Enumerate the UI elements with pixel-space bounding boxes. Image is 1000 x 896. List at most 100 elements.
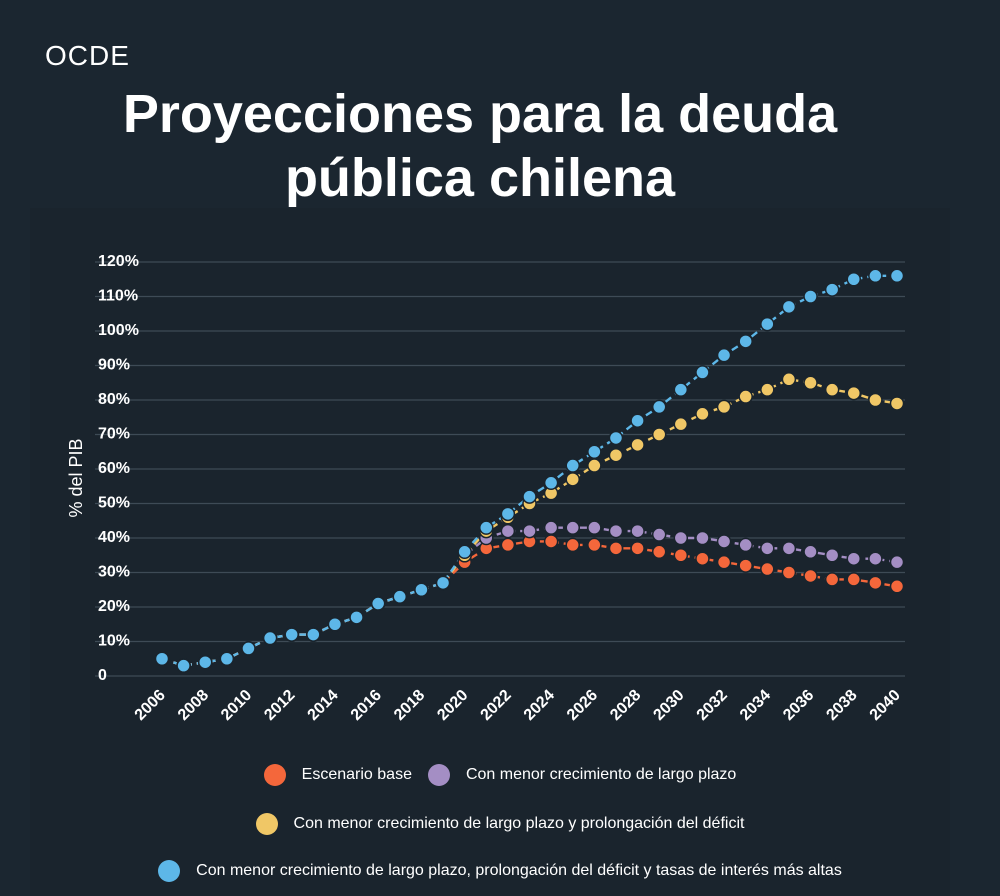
y-tick-label: 90%: [98, 357, 130, 374]
y-axis-label: % del PIB: [66, 438, 86, 517]
legend-dot-tasas: [158, 860, 181, 882]
legend-item-base[interactable]: Escenario base: [263, 764, 412, 786]
data-point-0: [716, 554, 732, 570]
y-tick-label: 0: [98, 667, 107, 684]
data-point-3: [824, 282, 840, 297]
data-point-2: [868, 392, 883, 408]
data-point-0: [803, 568, 818, 584]
x-tick-label: 2020: [434, 687, 471, 724]
x-tick-label: 2024: [521, 687, 558, 724]
legend-row-2: Con menor crecimiento de largo plazo y p…: [0, 813, 1000, 835]
data-point-3: [306, 627, 321, 642]
data-point-0: [760, 561, 775, 577]
data-point-1: [673, 530, 689, 546]
y-tick-label: 60%: [98, 460, 130, 477]
data-point-0: [543, 534, 559, 549]
data-point-2: [889, 396, 905, 411]
y-tick-label: 120%: [98, 253, 139, 270]
x-tick-label: 2032: [694, 687, 731, 724]
data-point-3: [500, 506, 516, 522]
data-point-2: [651, 427, 667, 442]
data-point-0: [781, 565, 797, 580]
page-title: Proyecciones para la deuda pública chile…: [0, 82, 960, 210]
data-point-3: [284, 627, 299, 642]
data-point-1: [651, 527, 667, 542]
data-point-1: [824, 548, 840, 563]
x-tick-label: 2022: [478, 687, 515, 724]
y-tick-label: 110%: [98, 288, 138, 305]
x-tick-label: 2028: [607, 687, 644, 724]
data-point-2: [760, 382, 775, 397]
source-label: OCDE: [45, 40, 130, 71]
y-tick-label: 70%: [98, 426, 130, 443]
data-point-3: [565, 458, 580, 473]
data-point-3: [846, 272, 862, 287]
data-point-2: [565, 472, 580, 487]
data-point-2: [630, 437, 645, 453]
data-point-0: [587, 537, 602, 553]
data-point-1: [803, 544, 818, 560]
data-point-3: [197, 654, 213, 670]
x-tick-label: 2040: [867, 687, 904, 724]
data-point-1: [565, 520, 580, 535]
data-point-1: [630, 523, 645, 539]
data-point-1: [608, 523, 624, 539]
data-point-3: [587, 444, 602, 459]
data-point-2: [587, 458, 602, 473]
data-point-3: [457, 544, 472, 560]
legend-label-menor-crecimiento: Con menor crecimiento de largo plazo: [465, 766, 737, 783]
data-point-1: [522, 523, 537, 539]
data-point-3: [630, 413, 645, 428]
x-tick-label: 2008: [175, 687, 212, 724]
data-point-3: [889, 268, 905, 284]
legend-row-1: Escenario base Con menor crecimiento de …: [0, 764, 1000, 786]
legend-item-menor-crecimiento[interactable]: Con menor crecimiento de largo plazo: [427, 764, 737, 786]
data-point-2: [824, 382, 840, 397]
data-point-3: [435, 575, 451, 591]
data-point-0: [695, 551, 710, 566]
title-line-1: Proyecciones para la deuda: [122, 84, 838, 144]
x-tick-label: 2010: [218, 687, 255, 724]
data-point-1: [738, 537, 753, 553]
data-point-3: [522, 489, 537, 504]
data-point-3: [241, 641, 256, 656]
series-line-2: [161, 378, 898, 667]
data-point-3: [651, 399, 667, 415]
y-tick-label: 20%: [98, 598, 130, 615]
data-point-2: [738, 389, 753, 404]
data-point-3: [219, 651, 235, 666]
data-point-0: [846, 572, 862, 587]
x-tick-label: 2034: [737, 687, 774, 724]
data-point-0: [630, 541, 645, 556]
data-point-0: [565, 537, 580, 553]
data-point-1: [500, 523, 516, 539]
data-point-3: [781, 299, 797, 315]
data-point-1: [868, 551, 883, 566]
data-point-3: [543, 475, 559, 491]
x-tick-label: 2014: [305, 687, 342, 724]
data-point-0: [673, 548, 689, 563]
legend-label-base: Escenario base: [301, 766, 412, 783]
data-point-1: [760, 541, 775, 556]
data-point-0: [824, 572, 840, 587]
series-line-0: [161, 540, 898, 667]
data-point-3: [327, 617, 343, 632]
data-point-3: [738, 334, 753, 349]
legend-item-deficit[interactable]: Con menor crecimiento de largo plazo y p…: [255, 813, 745, 835]
data-point-1: [781, 541, 797, 556]
y-tick-label: 50%: [98, 495, 130, 512]
legend-label-deficit: Con menor crecimiento de largo plazo y p…: [293, 815, 745, 832]
data-point-1: [543, 520, 559, 535]
data-point-3: [392, 589, 408, 604]
data-point-3: [608, 430, 624, 446]
x-tick-label: 2036: [780, 687, 817, 724]
data-point-3: [479, 520, 494, 535]
data-point-3: [868, 268, 883, 284]
legend-dot-deficit: [255, 813, 278, 835]
y-tick-label: 100%: [98, 322, 139, 339]
y-tick-label: 10%: [98, 633, 130, 650]
legend-item-tasas[interactable]: Con menor crecimiento de largo plazo, pr…: [158, 860, 842, 882]
data-point-0: [651, 544, 667, 560]
legend-dot-menor-crecimiento: [427, 764, 450, 786]
